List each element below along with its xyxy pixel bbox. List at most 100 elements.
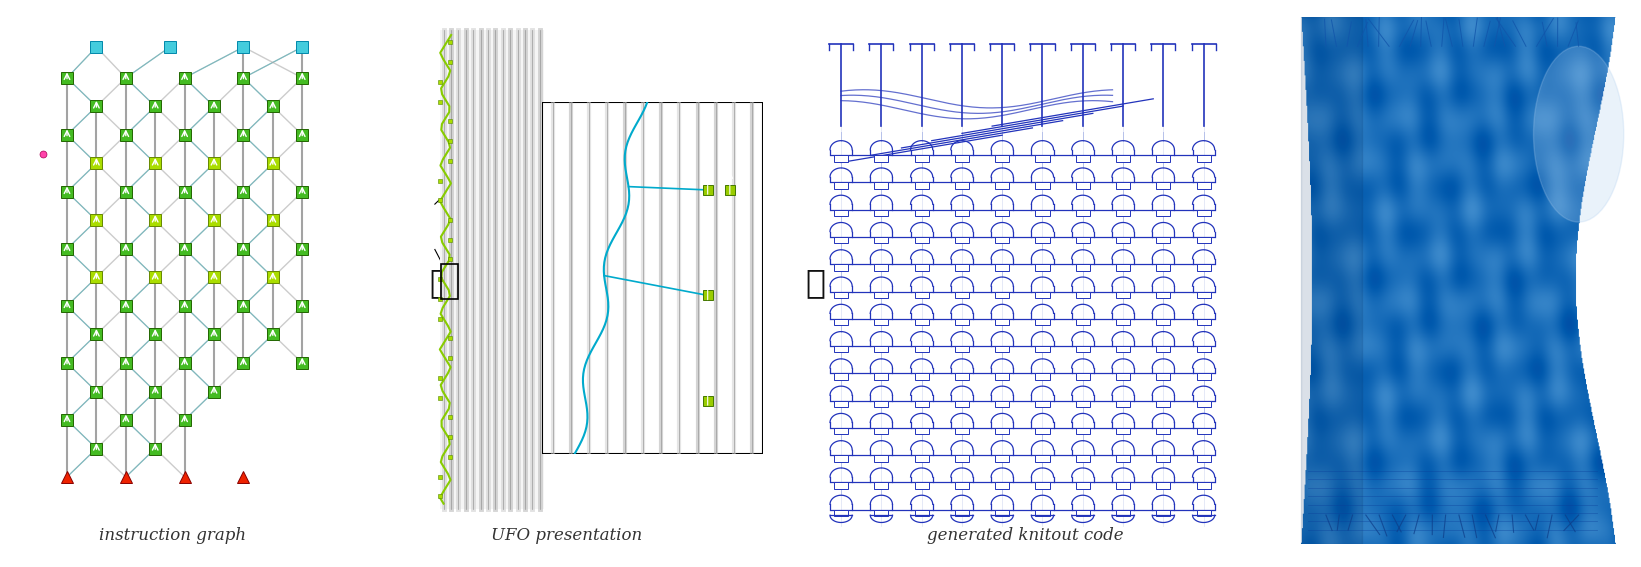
FancyBboxPatch shape bbox=[994, 401, 1009, 407]
FancyBboxPatch shape bbox=[1076, 210, 1090, 216]
FancyBboxPatch shape bbox=[875, 210, 888, 216]
FancyBboxPatch shape bbox=[542, 102, 763, 454]
FancyBboxPatch shape bbox=[834, 483, 848, 489]
Text: instruction graph: instruction graph bbox=[98, 527, 246, 544]
FancyBboxPatch shape bbox=[1196, 319, 1211, 325]
FancyBboxPatch shape bbox=[1116, 455, 1131, 462]
FancyBboxPatch shape bbox=[1157, 374, 1170, 380]
FancyBboxPatch shape bbox=[1035, 401, 1050, 407]
FancyBboxPatch shape bbox=[1157, 291, 1170, 298]
FancyBboxPatch shape bbox=[834, 455, 848, 462]
FancyBboxPatch shape bbox=[955, 428, 968, 434]
FancyBboxPatch shape bbox=[1076, 510, 1090, 516]
FancyBboxPatch shape bbox=[955, 264, 968, 270]
FancyBboxPatch shape bbox=[1035, 510, 1050, 516]
FancyBboxPatch shape bbox=[955, 319, 968, 325]
FancyBboxPatch shape bbox=[994, 483, 1009, 489]
FancyBboxPatch shape bbox=[875, 510, 888, 516]
FancyBboxPatch shape bbox=[914, 483, 929, 489]
FancyBboxPatch shape bbox=[1035, 346, 1050, 353]
FancyBboxPatch shape bbox=[994, 291, 1009, 298]
FancyBboxPatch shape bbox=[994, 155, 1009, 162]
FancyBboxPatch shape bbox=[1116, 210, 1131, 216]
FancyBboxPatch shape bbox=[1157, 264, 1170, 270]
FancyBboxPatch shape bbox=[994, 264, 1009, 270]
FancyBboxPatch shape bbox=[1196, 455, 1211, 462]
FancyBboxPatch shape bbox=[1157, 210, 1170, 216]
FancyBboxPatch shape bbox=[1157, 510, 1170, 516]
FancyBboxPatch shape bbox=[914, 237, 929, 243]
FancyBboxPatch shape bbox=[875, 346, 888, 353]
FancyBboxPatch shape bbox=[1196, 510, 1211, 516]
FancyBboxPatch shape bbox=[994, 237, 1009, 243]
Text: generated knitout code: generated knitout code bbox=[927, 527, 1124, 544]
FancyBboxPatch shape bbox=[440, 30, 543, 509]
FancyBboxPatch shape bbox=[994, 510, 1009, 516]
Text: knit result: knit result bbox=[1400, 527, 1488, 544]
FancyBboxPatch shape bbox=[875, 264, 888, 270]
FancyBboxPatch shape bbox=[914, 319, 929, 325]
FancyBboxPatch shape bbox=[834, 291, 848, 298]
FancyBboxPatch shape bbox=[1116, 428, 1131, 434]
FancyBboxPatch shape bbox=[834, 183, 848, 189]
FancyBboxPatch shape bbox=[914, 291, 929, 298]
FancyBboxPatch shape bbox=[875, 319, 888, 325]
FancyBboxPatch shape bbox=[1196, 401, 1211, 407]
FancyBboxPatch shape bbox=[1157, 401, 1170, 407]
FancyBboxPatch shape bbox=[875, 183, 888, 189]
FancyBboxPatch shape bbox=[834, 237, 848, 243]
FancyBboxPatch shape bbox=[1116, 237, 1131, 243]
FancyBboxPatch shape bbox=[914, 155, 929, 162]
FancyBboxPatch shape bbox=[875, 401, 888, 407]
FancyBboxPatch shape bbox=[1035, 183, 1050, 189]
FancyBboxPatch shape bbox=[1196, 183, 1211, 189]
FancyBboxPatch shape bbox=[834, 510, 848, 516]
FancyBboxPatch shape bbox=[875, 428, 888, 434]
FancyBboxPatch shape bbox=[955, 401, 968, 407]
FancyBboxPatch shape bbox=[1116, 183, 1131, 189]
FancyBboxPatch shape bbox=[1157, 483, 1170, 489]
FancyBboxPatch shape bbox=[1035, 374, 1050, 380]
FancyBboxPatch shape bbox=[914, 510, 929, 516]
FancyBboxPatch shape bbox=[1076, 319, 1090, 325]
FancyBboxPatch shape bbox=[914, 264, 929, 270]
FancyBboxPatch shape bbox=[955, 346, 968, 353]
FancyBboxPatch shape bbox=[955, 374, 968, 380]
FancyBboxPatch shape bbox=[1116, 483, 1131, 489]
FancyBboxPatch shape bbox=[1035, 319, 1050, 325]
FancyBboxPatch shape bbox=[1116, 155, 1131, 162]
FancyBboxPatch shape bbox=[1157, 237, 1170, 243]
FancyBboxPatch shape bbox=[834, 319, 848, 325]
FancyBboxPatch shape bbox=[994, 455, 1009, 462]
FancyBboxPatch shape bbox=[1157, 455, 1170, 462]
FancyBboxPatch shape bbox=[1196, 428, 1211, 434]
FancyBboxPatch shape bbox=[1196, 210, 1211, 216]
FancyBboxPatch shape bbox=[1157, 428, 1170, 434]
FancyBboxPatch shape bbox=[914, 401, 929, 407]
FancyBboxPatch shape bbox=[994, 319, 1009, 325]
FancyBboxPatch shape bbox=[994, 183, 1009, 189]
FancyBboxPatch shape bbox=[955, 291, 968, 298]
FancyBboxPatch shape bbox=[914, 346, 929, 353]
FancyBboxPatch shape bbox=[875, 374, 888, 380]
FancyBboxPatch shape bbox=[834, 428, 848, 434]
FancyBboxPatch shape bbox=[955, 155, 968, 162]
FancyBboxPatch shape bbox=[1076, 155, 1090, 162]
FancyBboxPatch shape bbox=[914, 183, 929, 189]
FancyBboxPatch shape bbox=[914, 374, 929, 380]
FancyBboxPatch shape bbox=[834, 374, 848, 380]
FancyBboxPatch shape bbox=[994, 374, 1009, 380]
Text: ≅: ≅ bbox=[430, 268, 450, 299]
FancyBboxPatch shape bbox=[1157, 183, 1170, 189]
FancyBboxPatch shape bbox=[1035, 237, 1050, 243]
FancyBboxPatch shape bbox=[955, 510, 968, 516]
FancyBboxPatch shape bbox=[1157, 319, 1170, 325]
FancyBboxPatch shape bbox=[955, 237, 968, 243]
FancyBboxPatch shape bbox=[1196, 346, 1211, 353]
FancyBboxPatch shape bbox=[955, 483, 968, 489]
FancyBboxPatch shape bbox=[875, 291, 888, 298]
Text: ≅: ≅ bbox=[806, 268, 825, 299]
FancyBboxPatch shape bbox=[875, 483, 888, 489]
FancyBboxPatch shape bbox=[1196, 155, 1211, 162]
FancyBboxPatch shape bbox=[875, 155, 888, 162]
